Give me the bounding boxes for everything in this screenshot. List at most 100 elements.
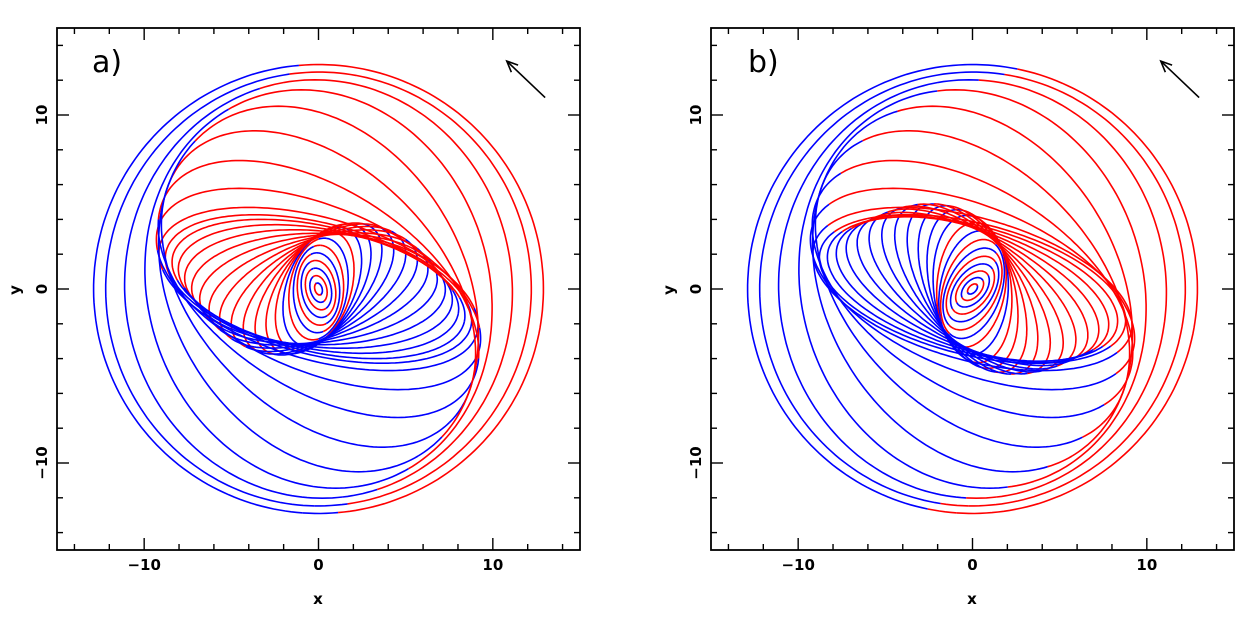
orbit-arc-blue xyxy=(826,231,1104,363)
orbit-arc-blue xyxy=(198,290,447,346)
x-axis-label-a: x xyxy=(313,590,323,608)
x-axis-label-b: x xyxy=(967,590,977,608)
orbit-arc-blue xyxy=(926,208,983,369)
orbit-arc-blue xyxy=(310,252,317,256)
panel-a: −10 0 10 −10 0 10 a) x y xyxy=(6,27,581,608)
orbit-family-b xyxy=(746,63,1199,515)
x-tick-label: 0 xyxy=(967,556,977,574)
orbit-arc-red xyxy=(1116,333,1132,354)
orbit-arc-red xyxy=(948,324,954,330)
orbit-arc-red xyxy=(827,206,1133,334)
orbit-arc-blue xyxy=(758,71,1005,505)
orbit-arc-red xyxy=(966,496,997,500)
orbit-arc-blue xyxy=(967,284,979,295)
arrow-head xyxy=(505,59,519,73)
orbit-arc-red xyxy=(841,215,1119,329)
orbit-arc-blue xyxy=(746,63,1018,510)
orbit-arc-blue xyxy=(881,206,1043,373)
orbit-arc-red xyxy=(313,259,337,317)
orbit-arc-blue xyxy=(958,275,991,308)
plot-frame-b xyxy=(710,27,1235,551)
orbit-arc-blue xyxy=(868,211,1058,370)
orbit-arc-blue xyxy=(219,263,429,346)
ticks-b: −10 0 10 −10 0 10 xyxy=(687,28,1234,574)
orbit-arc-red xyxy=(242,223,377,353)
orbit-arc-red xyxy=(953,252,1003,331)
orbit-arc-red xyxy=(939,238,996,335)
orbit-arc-blue xyxy=(417,436,443,457)
orbit-arc-blue xyxy=(798,90,1008,490)
x-tick-label: −10 xyxy=(781,556,814,574)
orbit-arc-red xyxy=(296,253,327,326)
orbit-arc-red xyxy=(289,71,533,505)
orbit-arc-blue xyxy=(955,243,1006,340)
orbit-arc-red xyxy=(1082,421,1104,438)
orbit-arc-blue xyxy=(448,398,467,424)
x-tick-label: −10 xyxy=(127,556,160,574)
ticks-a: −10 0 10 −10 0 10 xyxy=(33,28,580,574)
orbit-arc-red xyxy=(259,78,514,491)
orbit-arc-blue xyxy=(811,110,1048,473)
orbit-arc-red xyxy=(228,88,493,470)
orbit-arc-red xyxy=(1007,480,1035,488)
orbit-arc-blue xyxy=(260,233,395,355)
orbit-arc-red xyxy=(304,269,327,311)
orbit-arc-red xyxy=(1083,339,1098,355)
orbit-arc-red xyxy=(314,274,328,302)
orbit-arc-blue xyxy=(856,217,1072,367)
orbit-arc-red xyxy=(962,280,985,302)
panel-label-a: a) xyxy=(92,45,122,80)
orbit-arc-red xyxy=(313,244,321,248)
y-tick-label: 0 xyxy=(33,284,51,294)
orbit-arc-red xyxy=(190,232,439,308)
orbit-arc-red xyxy=(170,130,477,400)
orbit-arc-red xyxy=(873,211,1089,348)
plot-frame-a xyxy=(56,27,581,551)
orbit-arc-red xyxy=(897,105,1134,457)
orbit-arc-blue xyxy=(452,290,460,314)
orbit-arc-red xyxy=(1092,332,1109,351)
orbit-arc-red xyxy=(309,259,315,264)
orbit-arc-blue xyxy=(123,87,343,500)
orbit-arc-red xyxy=(1110,326,1126,347)
orbit-arc-blue xyxy=(316,282,324,296)
orbit-arc-blue xyxy=(318,237,349,340)
orbit-arc-blue xyxy=(231,251,419,349)
orbit-arc-blue xyxy=(777,78,979,499)
orbit-arc-red xyxy=(954,268,996,315)
orbit-arc-blue xyxy=(245,241,407,353)
orbit-family-a xyxy=(92,63,545,515)
orbit-arc-red xyxy=(966,283,978,294)
orbit-arc-red xyxy=(157,159,480,359)
orbit-arc-blue xyxy=(104,73,315,507)
orbit-arc-blue xyxy=(458,297,466,322)
orbit-arc-red xyxy=(940,502,969,507)
orbit-arc-blue xyxy=(176,279,466,360)
orbit-arc-blue xyxy=(169,276,472,364)
orbit-arc-blue xyxy=(156,250,479,391)
panel-label-b: b) xyxy=(748,45,779,80)
orbit-arc-red xyxy=(288,238,319,341)
orbit-arc-red xyxy=(978,79,1168,498)
orbit-arc-blue xyxy=(949,332,957,339)
orbit-arc-blue xyxy=(960,276,984,298)
orbit-arc-blue xyxy=(292,245,324,334)
orbit-arc-red xyxy=(828,187,1136,355)
orbit-arc-blue xyxy=(315,282,318,285)
orbit-arc-blue xyxy=(949,315,954,321)
orbit-arc-blue xyxy=(952,261,1000,323)
y-tick-label: −10 xyxy=(33,446,51,479)
orbit-arc-red xyxy=(313,282,322,296)
orbit-arc-blue xyxy=(300,261,328,319)
orbit-arc-blue xyxy=(315,252,341,325)
orbit-arc-blue xyxy=(318,237,327,240)
panel-b: −10 0 10 −10 0 10 b) x y xyxy=(660,27,1235,608)
orbit-arc-red xyxy=(937,88,1147,483)
orbit-arc-red xyxy=(951,308,956,313)
orbit-arc-blue xyxy=(157,140,419,473)
orbit-arc-red xyxy=(949,205,1028,372)
y-tick-label: 0 xyxy=(687,284,705,294)
orbit-arc-red xyxy=(1102,328,1118,347)
arrow-head xyxy=(1159,59,1173,73)
